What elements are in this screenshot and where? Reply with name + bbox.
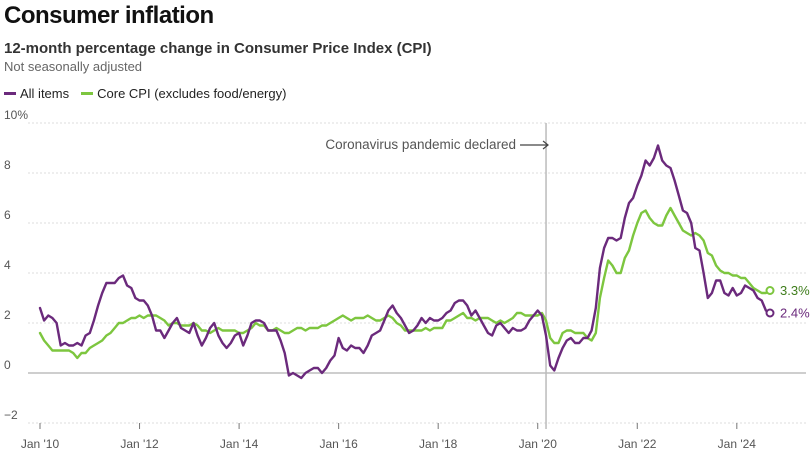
end-label-core-cpi: 3.3%	[780, 283, 810, 298]
chart-note: Not seasonally adjusted	[4, 59, 143, 74]
x-tick-label: Jan '12	[120, 437, 159, 451]
legend-label-core-cpi: Core CPI (excludes food/energy)	[97, 86, 287, 101]
x-tick-label: Jan '16	[319, 437, 358, 451]
end-label-all-items: 2.4%	[780, 306, 810, 321]
end-marker-all-items	[765, 308, 775, 318]
y-tick-label: 0	[4, 358, 11, 372]
x-tick-label: Jan '14	[220, 437, 259, 451]
x-tick-label: Jan '10	[21, 437, 60, 451]
legend-item-all-items: All items	[4, 86, 69, 101]
y-tick-label: 4	[4, 258, 11, 272]
legend-item-core-cpi: Core CPI (excludes food/energy)	[81, 86, 286, 101]
legend-swatch-core-cpi	[81, 92, 94, 95]
x-tick-label: Jan '20	[519, 437, 558, 451]
annotation-arrow-head	[542, 140, 549, 150]
chart-title: Consumer inflation	[4, 2, 214, 29]
annotation-label: Coronavirus pandemic declared	[325, 137, 516, 152]
series-line-core-cpi	[38, 206, 772, 360]
y-tick-label: 2	[4, 308, 11, 322]
legend-label-all-items: All items	[20, 86, 70, 101]
x-tick-label: Jan '22	[618, 437, 657, 451]
end-marker-core-cpi	[765, 286, 775, 295]
y-tick-label: 6	[4, 208, 11, 222]
y-tick-label: −2	[4, 408, 18, 422]
series-line-all-items	[38, 144, 772, 380]
y-tick-label: 10%	[4, 108, 28, 122]
y-tick-label: 8	[4, 158, 11, 172]
legend: All items Core CPI (excludes food/energy…	[4, 86, 298, 101]
x-tick-label: Jan '18	[419, 437, 458, 451]
chart-subtitle: 12-month percentage change in Consumer P…	[4, 40, 432, 57]
legend-swatch-all-items	[4, 92, 16, 95]
x-tick-label: Jan '24	[718, 437, 757, 451]
